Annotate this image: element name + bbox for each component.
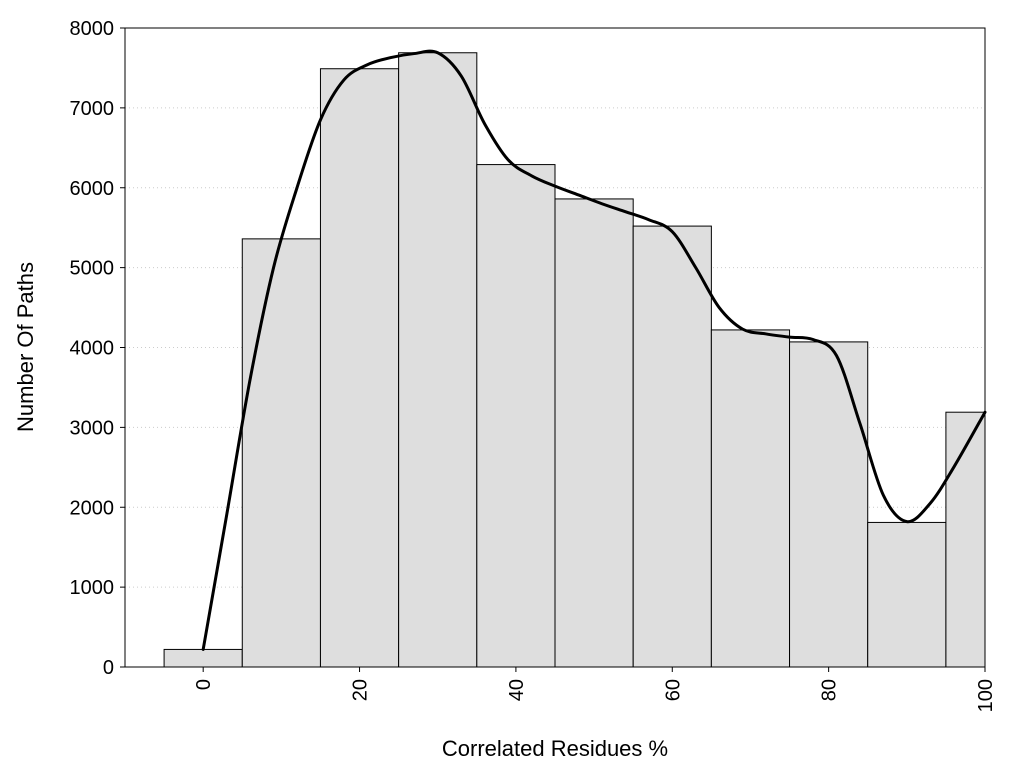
bar xyxy=(789,341,869,668)
bar xyxy=(319,68,400,668)
y-tick-label: 3000 xyxy=(70,417,115,439)
y-tick-label: 1000 xyxy=(70,577,115,599)
y-tick-label: 2000 xyxy=(70,497,115,519)
y-tick-label: 8000 xyxy=(70,18,115,40)
trend-curve-layer xyxy=(201,49,987,651)
y-axis-title: Number Of Paths xyxy=(13,262,38,432)
y-tick-label: 0 xyxy=(103,657,114,679)
y-tick-label: 7000 xyxy=(70,98,115,120)
trend-curve xyxy=(201,49,987,651)
x-tick-label: 40 xyxy=(506,679,528,701)
x-tick-label: 60 xyxy=(662,679,684,701)
bar xyxy=(867,521,947,668)
bar xyxy=(398,52,478,668)
bars xyxy=(163,52,986,668)
y-tick-label: 6000 xyxy=(70,178,115,200)
bar xyxy=(710,329,791,668)
x-axis-title: Correlated Residues % xyxy=(442,736,668,761)
x-tick-label: 80 xyxy=(819,679,841,701)
x-tick-label: 20 xyxy=(350,679,372,701)
bar xyxy=(241,238,321,668)
y-tick-label: 4000 xyxy=(70,338,115,360)
x-axis-ticks: 0 20 40 60 80 100 xyxy=(193,667,997,712)
x-tick-label: 0 xyxy=(193,679,215,690)
bar xyxy=(554,198,634,668)
bar xyxy=(163,648,243,668)
bar xyxy=(632,225,712,668)
y-axis-ticks: 0 1000 2000 3000 4000 5000 6000 7000 8000 xyxy=(70,18,125,679)
bar xyxy=(945,411,986,668)
bar xyxy=(476,164,556,668)
y-tick-label: 5000 xyxy=(70,258,115,280)
x-tick-label: 100 xyxy=(975,679,997,712)
